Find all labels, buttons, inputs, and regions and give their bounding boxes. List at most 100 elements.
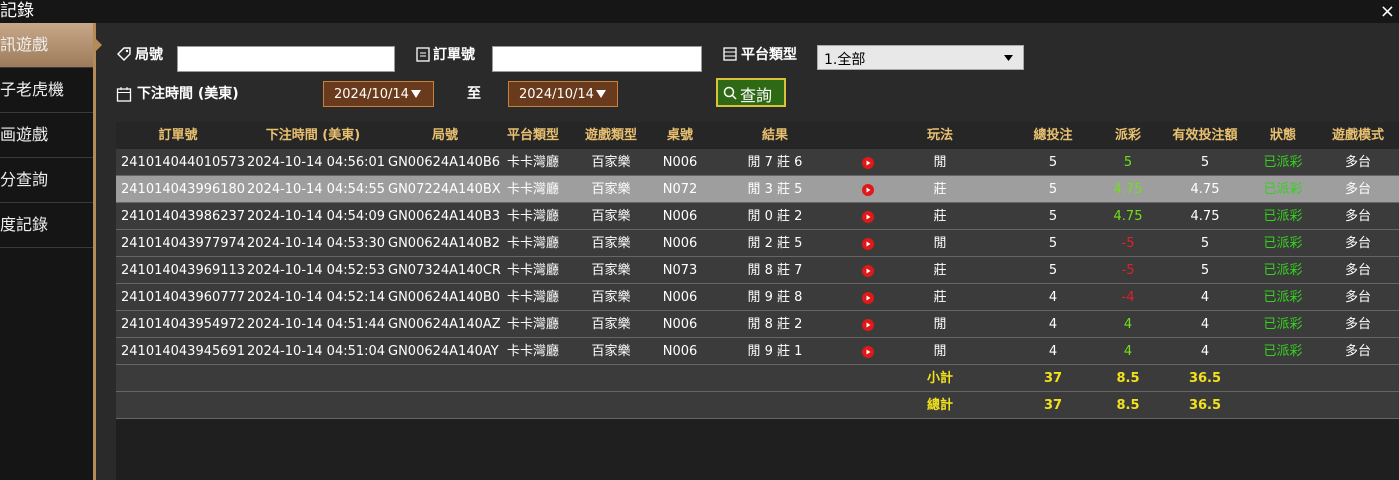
table-cell: N072 (662, 182, 698, 197)
search-button[interactable]: 查詢 (716, 78, 786, 107)
sidebar-item[interactable]: 子老虎機 (0, 68, 93, 113)
table-cell: N006 (662, 317, 698, 332)
sidebar-item[interactable]: 画遊戲 (0, 113, 93, 158)
summary-cell: 37 (1043, 398, 1063, 413)
table-cell: N006 (662, 209, 698, 224)
date-arrow (595, 90, 606, 98)
column-header: 有效投注額 (1172, 128, 1238, 143)
play-icon[interactable] (862, 292, 874, 304)
sidebar-item[interactable]: 分查詢 (0, 158, 93, 203)
table-cell: 4 (1123, 344, 1133, 359)
round-label: 局號 (135, 47, 163, 63)
table-cell: 2024-10-14 04:51:04 (247, 344, 386, 359)
column-header: 玩法 (926, 128, 953, 143)
table-cell: 4.75 (1113, 209, 1143, 224)
table-cell: 卡卡灣廳 (506, 317, 559, 332)
table-cell: 241014043977974 (121, 236, 246, 251)
table-cell: 241014043945691 (121, 344, 246, 359)
table-cell: 2024-10-14 04:52:14 (247, 290, 386, 305)
summary-cell: 小計 (926, 371, 953, 386)
table-cell: 5 (1200, 155, 1210, 170)
play-icon[interactable] (862, 319, 874, 331)
platform-select[interactable]: 1.全部 (817, 45, 1024, 70)
summary-cell: 36.5 (1188, 371, 1222, 386)
date-arrow (410, 90, 421, 98)
table-cell: 241014043969113 (121, 263, 246, 278)
table-cell: 已派彩 (1263, 263, 1303, 278)
table-cell: 5 (1200, 263, 1210, 278)
table-cell: 多台 (1344, 344, 1371, 359)
active-arrow (95, 38, 102, 52)
order-icon (416, 47, 430, 62)
table-cell: 已派彩 (1263, 155, 1303, 170)
table-cell: GN07224A140BX (388, 182, 501, 197)
table-cell: 百家樂 (591, 317, 631, 332)
table-cell: 2024-10-14 04:51:44 (247, 317, 386, 332)
column-header: 下注時間 (美東) (265, 128, 361, 143)
table-cell: 4 (1200, 290, 1210, 305)
table-cell: 5 (1200, 236, 1210, 251)
table-cell: GN00624A140B6 (388, 155, 501, 170)
column-header: 遊戲類型 (584, 128, 637, 143)
play-icon[interactable] (862, 265, 874, 277)
table-cell: 閒 0 莊 2 (747, 209, 803, 224)
table-cell: 閒 (933, 317, 947, 332)
sidebar: 訊遊戲 子老虎機 画遊戲 分查詢 度記錄 (0, 23, 96, 480)
play-icon[interactable] (862, 238, 874, 250)
table-cell: 百家樂 (591, 209, 631, 224)
table-cell: 241014044010573 (121, 155, 246, 170)
date-to[interactable]: 2024/10/14 (508, 81, 618, 107)
table-cell: 閒 9 莊 1 (747, 344, 803, 359)
column-header: 訂單號 (158, 128, 198, 143)
table-cell: GN07324A140CR (388, 263, 501, 278)
table-row (116, 338, 1399, 365)
close-button[interactable]: × (1379, 1, 1395, 22)
table-cell: 卡卡灣廳 (506, 236, 559, 251)
table-cell: -4 (1121, 290, 1135, 305)
column-header: 局號 (431, 128, 458, 143)
table-cell: 241014043954972 (121, 317, 246, 332)
date-from[interactable]: 2024/10/14 (323, 81, 434, 107)
table-row (116, 284, 1399, 311)
table-cell: GN00624A140B2 (388, 236, 501, 251)
calendar-icon (116, 87, 132, 102)
order-input[interactable] (492, 46, 702, 72)
table-cell: N006 (662, 236, 698, 251)
table-cell: 2024-10-14 04:56:01 (247, 155, 386, 170)
date-to-text: 2024/10/14 (519, 87, 594, 102)
play-icon[interactable] (862, 211, 874, 223)
date-from-text: 2024/10/14 (334, 87, 409, 102)
table-cell: 多台 (1344, 317, 1371, 332)
table-cell: 241014043996180 (121, 182, 246, 197)
table-cell: 4 (1123, 317, 1133, 332)
table-cell: 百家樂 (591, 263, 631, 278)
table-cell: 多台 (1344, 236, 1371, 251)
table-cell: 多台 (1344, 290, 1371, 305)
table-cell: 卡卡灣廳 (506, 155, 559, 170)
table-cell: 241014043960777 (121, 290, 246, 305)
play-icon[interactable] (862, 346, 874, 358)
table-cell: 莊 (933, 182, 947, 197)
table-cell: 已派彩 (1263, 317, 1303, 332)
table-cell: -5 (1121, 236, 1135, 251)
play-icon[interactable] (862, 157, 874, 169)
time-label: 下注時間 (美東) (137, 86, 239, 102)
sidebar-item[interactable]: 訊遊戲 (0, 23, 93, 68)
to-label: 至 (467, 86, 481, 102)
round-input[interactable] (177, 46, 395, 72)
sidebar-item[interactable]: 度記錄 (0, 203, 93, 248)
order-label: 訂單號 (433, 47, 475, 63)
summary-cell: 37 (1043, 371, 1063, 386)
table-cell: 卡卡灣廳 (506, 182, 559, 197)
table-row (116, 257, 1399, 284)
platform-label: 平台類型 (741, 47, 797, 63)
column-header: 平台類型 (506, 128, 559, 143)
table-cell: N073 (662, 263, 698, 278)
table-cell: 閒 8 莊 7 (747, 263, 803, 278)
table-cell: 已派彩 (1263, 182, 1303, 197)
search-text: 查詢 (740, 86, 773, 105)
table-cell: 2024-10-14 04:54:55 (247, 182, 386, 197)
table-cell: 卡卡灣廳 (506, 290, 559, 305)
table-cell: N006 (662, 155, 698, 170)
play-icon[interactable] (862, 184, 874, 196)
